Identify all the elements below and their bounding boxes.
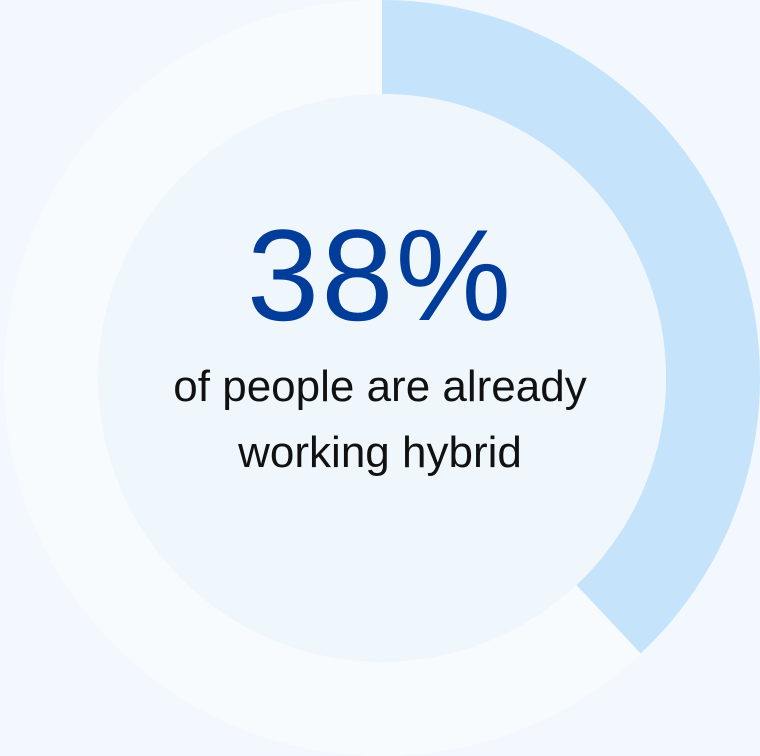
caption-line-1: of people are already xyxy=(173,362,587,411)
caption-line-2: working hybrid xyxy=(238,428,522,477)
donut-hole xyxy=(98,94,666,662)
donut-center-label: 38% of people are already working hybrid xyxy=(100,200,660,482)
donut-value-arc xyxy=(382,0,760,654)
percentage-value: 38% xyxy=(246,202,514,348)
